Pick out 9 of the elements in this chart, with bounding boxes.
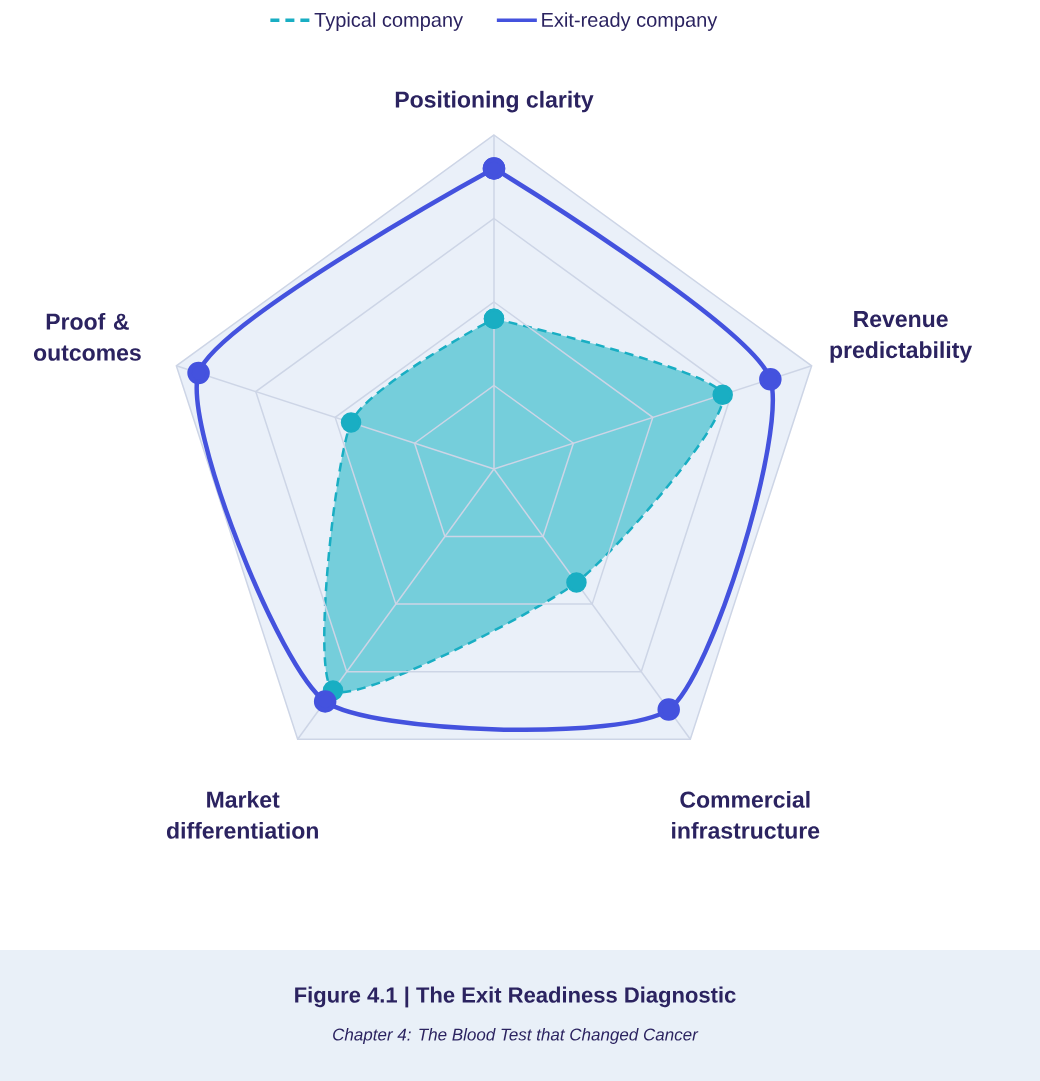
- legend-label: Typical company: [314, 12, 464, 31]
- text: Chapter 4: The Blood Test that Changed Cancer: [333, 1028, 699, 1044]
- text: Figure 4.1 | The Exit Readiness Diagnostic: [295, 986, 736, 1008]
- spoke-label: Commercial infrastructure: [672, 790, 820, 839]
- spoke-label: Market differentiation: [166, 790, 318, 839]
- legend-label: Exit-ready company: [542, 12, 718, 31]
- spoke-label: Positioning clarity: [395, 90, 594, 113]
- spoke-label: Revenue predictability: [830, 311, 973, 363]
- spoke-label: Proof & outcomes: [33, 312, 141, 361]
